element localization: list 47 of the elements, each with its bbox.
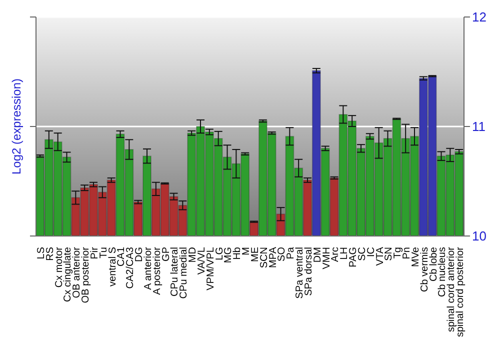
x-tick-label: SO [276,246,288,262]
x-tick-label: MVe [410,246,422,268]
x-tick-label: LH [339,247,350,260]
x-tick-label: Cx cingulate [62,246,74,302]
x-tick-label: OB posterior [80,246,92,304]
x-tick-label: CPu medial [178,247,190,299]
x-tick-label: Pn [402,247,413,260]
x-tick-label: Cb lobe [428,246,440,282]
x-tick-label: Tg [392,247,404,259]
y-tick-label: 12 [472,10,486,25]
x-tick-label: Pir [89,246,100,260]
x-tick-label: VPM/VPL [205,246,216,290]
x-tick-label: GP [160,246,172,262]
x-tick-label: CA1 [116,246,128,266]
x-tick-label: Tu [98,247,110,258]
x-tick-label: Pa [286,246,297,260]
x-tick-label: spinal cord anterior [446,246,458,332]
x-tick-label: M [241,247,252,256]
x-tick-label: VTA [374,246,386,266]
x-tick-label: A anterior [142,246,154,290]
x-tick-label: SCN [258,247,270,268]
y-tick-label: 11 [472,119,486,134]
x-tick-label: Cb nucleus [437,247,448,298]
x-tick-label: PAG [348,246,360,268]
x-tick-label: A posterior [152,246,163,295]
x-tick-label: VMH [321,247,332,270]
x-tick-label: IC [366,247,377,257]
x-tick-label: ME [250,246,261,262]
x-tick-label: MPA [268,246,279,268]
x-tick-label: RS [44,246,56,261]
x-tick-label: ventral S [107,246,118,286]
x-tick-label: OB anterior [72,246,83,298]
x-tick-label: Cb vermis [419,247,430,292]
x-tick-label: SPa dorsal [303,247,314,296]
x-tick-label: spinal cord posterior [455,246,466,338]
x-tick-label: SN [384,247,395,261]
x-tick-label: Arc [330,247,342,262]
x-tick-label: CA2/CA3 [125,246,136,289]
x-tick-label: LS [36,246,47,260]
x-tick-label: DM [312,247,324,263]
x-tick-label: SC [356,247,368,261]
x-tick-label: DG [134,246,146,262]
x-tick-label: LG [214,246,226,260]
x-tick-label: VA/VL [196,246,208,275]
y-axis-title: Log2 (expression) [9,78,24,175]
x-tick-label: Hb [232,246,244,260]
y-tick-label: 10 [472,228,486,244]
